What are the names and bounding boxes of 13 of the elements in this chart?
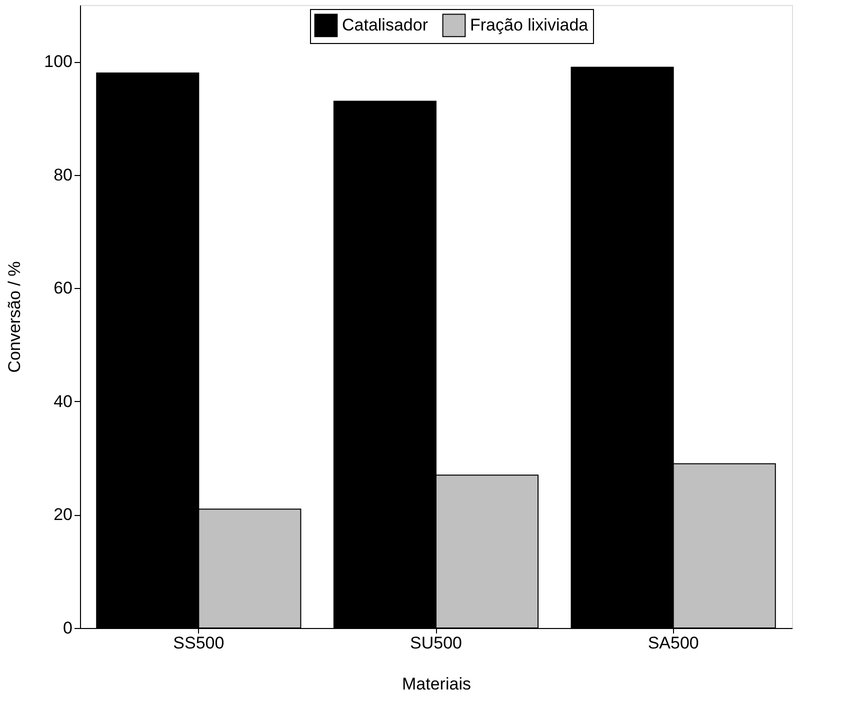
y-tick-label: 0 [63, 618, 72, 638]
y-tick-label: 100 [44, 52, 72, 72]
legend-label: Catalisador [342, 15, 428, 34]
y-axis-title: Conversão / % [5, 261, 24, 373]
y-tick-label: 60 [54, 278, 72, 298]
y-tick-label: 40 [54, 392, 72, 411]
x-tick-label: SA500 [648, 634, 699, 652]
x-axis-title: Materiais [402, 674, 471, 694]
legend-label: Fração lixiviada [470, 15, 589, 34]
y-tick-label: 80 [54, 165, 72, 184]
x-tick-label: SS500 [173, 634, 224, 652]
y-tick-label: 20 [54, 505, 72, 524]
x-tick-label: SU500 [410, 634, 462, 652]
